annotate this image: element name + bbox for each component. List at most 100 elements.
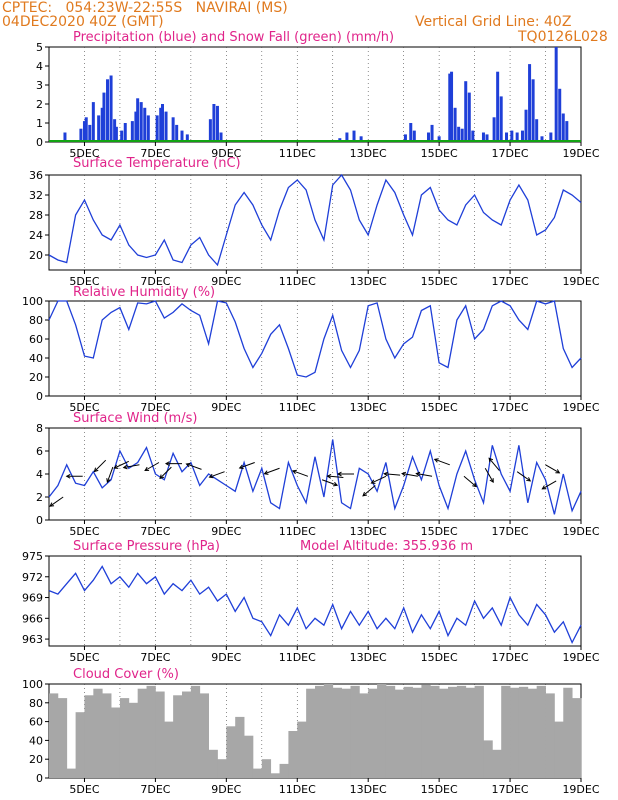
precip-bar xyxy=(352,130,356,142)
wind-arrow xyxy=(488,457,500,471)
cloud-cover-bar xyxy=(93,688,103,778)
y-tick-label: 975 xyxy=(22,550,43,563)
wind-arrow xyxy=(93,459,107,473)
x-tick-label: 19DEC xyxy=(562,783,599,796)
panel-title: Relative Humidity (%) xyxy=(73,285,215,300)
precip-bar xyxy=(123,123,127,142)
cloud-cover-bar xyxy=(510,687,520,778)
cloud-cover-bar xyxy=(111,707,121,778)
y-tick-label: 0 xyxy=(36,390,43,403)
y-tick-label: 972 xyxy=(22,571,43,584)
cloud-cover-bar xyxy=(217,759,227,778)
cloud-cover-bar xyxy=(84,695,94,778)
panel-title: Surface Pressure (hPa) xyxy=(73,539,220,554)
cloud-cover-bar xyxy=(430,685,440,778)
cloud-cover-bar xyxy=(403,686,413,778)
wind-arrow xyxy=(383,471,401,477)
precip-bar xyxy=(535,119,539,142)
precip-bar xyxy=(134,111,138,142)
x-tick-label: 7DEC xyxy=(140,651,170,664)
x-tick-label: 19DEC xyxy=(562,147,599,160)
precip-bar xyxy=(175,124,179,142)
x-tick-label: 11DEC xyxy=(279,651,316,664)
x-tick-label: 17DEC xyxy=(492,525,529,538)
cloud-cover-bar xyxy=(261,759,272,778)
cloud-cover-bar xyxy=(439,688,449,778)
panel-title: Surface Wind (m/s) xyxy=(73,411,197,426)
x-tick-label: 15DEC xyxy=(421,275,458,288)
precip-bar xyxy=(120,130,124,142)
x-tick-label: 13DEC xyxy=(350,525,387,538)
precip-bar xyxy=(499,96,503,142)
precip-bar xyxy=(208,119,212,142)
wind-arrow xyxy=(516,471,532,482)
precip-bar xyxy=(164,111,168,142)
precip-bar xyxy=(467,92,471,142)
precip-bar xyxy=(485,134,489,142)
precip-bar xyxy=(180,130,184,142)
y-tick-label: 6 xyxy=(36,445,43,458)
y-tick-label: 963 xyxy=(22,633,43,646)
wind-arrow xyxy=(263,467,280,475)
cloud-cover-bar xyxy=(394,689,405,778)
cloud-cover-bar xyxy=(75,712,85,778)
y-tick-label: 5 xyxy=(36,41,43,54)
cloud-cover-bar xyxy=(341,688,351,778)
panel-frame xyxy=(48,555,582,647)
precip-bar xyxy=(109,75,113,142)
wind-arrow xyxy=(291,469,309,477)
precip-bar xyxy=(471,130,475,142)
wind-arrow xyxy=(144,462,160,472)
x-tick-label: 5DEC xyxy=(69,401,99,414)
y-tick-label: 0 xyxy=(36,136,43,149)
wind-arrow xyxy=(463,475,478,488)
precip-bar xyxy=(561,113,565,142)
wind-arrow xyxy=(113,460,130,469)
cloud-cover-bar xyxy=(252,768,263,778)
precip-bar xyxy=(554,47,558,142)
cloud-cover-bar xyxy=(448,686,458,778)
cloud-cover-bar xyxy=(465,687,475,778)
precip-bar xyxy=(146,115,150,142)
precip-bar xyxy=(159,107,163,142)
cloud-cover-bar xyxy=(57,698,68,778)
x-tick-label: 5DEC xyxy=(69,651,99,664)
precip-bar xyxy=(558,88,562,142)
x-tick-label: 13DEC xyxy=(350,275,387,288)
x-tick-label: 5DEC xyxy=(69,147,99,160)
y-tick-label: 2 xyxy=(36,491,43,504)
x-tick-label: 17DEC xyxy=(492,783,529,796)
cloud-cover-bar xyxy=(208,749,218,778)
x-tick-label: 7DEC xyxy=(140,783,170,796)
x-tick-label: 9DEC xyxy=(211,651,241,664)
series-line xyxy=(48,565,582,645)
precip-bar xyxy=(215,105,219,142)
x-tick-label: 11DEC xyxy=(279,783,316,796)
precip-bar xyxy=(481,132,485,142)
x-tick-label: 17DEC xyxy=(492,401,529,414)
cloud-cover-bar xyxy=(536,685,546,778)
precip-bar xyxy=(136,98,140,142)
cloud-cover-bar xyxy=(483,740,493,778)
precip-bar xyxy=(160,104,164,142)
panel-frame xyxy=(48,300,582,397)
cloud-cover-bar xyxy=(518,686,529,778)
x-tick-label: 7DEC xyxy=(140,525,170,538)
precip-bar xyxy=(496,71,500,142)
precip-bar xyxy=(505,132,509,142)
cloud-cover-bar xyxy=(102,693,112,778)
cloud-cover-bar xyxy=(66,768,76,778)
precip-bar xyxy=(524,109,528,142)
wind-arrow xyxy=(326,473,344,479)
x-tick-label: 9DEC xyxy=(211,401,241,414)
precip-bar xyxy=(88,124,92,142)
cloud-cover-bar xyxy=(350,685,360,778)
y-tick-label: 2 xyxy=(36,98,43,111)
y-tick-label: 0 xyxy=(36,772,43,785)
cloud-cover-bar xyxy=(173,695,183,778)
x-tick-label: 13DEC xyxy=(350,783,387,796)
y-tick-label: 80 xyxy=(29,697,43,710)
series-line xyxy=(48,300,582,378)
x-tick-label: 19DEC xyxy=(562,401,599,414)
cloud-cover-bar xyxy=(279,763,289,778)
